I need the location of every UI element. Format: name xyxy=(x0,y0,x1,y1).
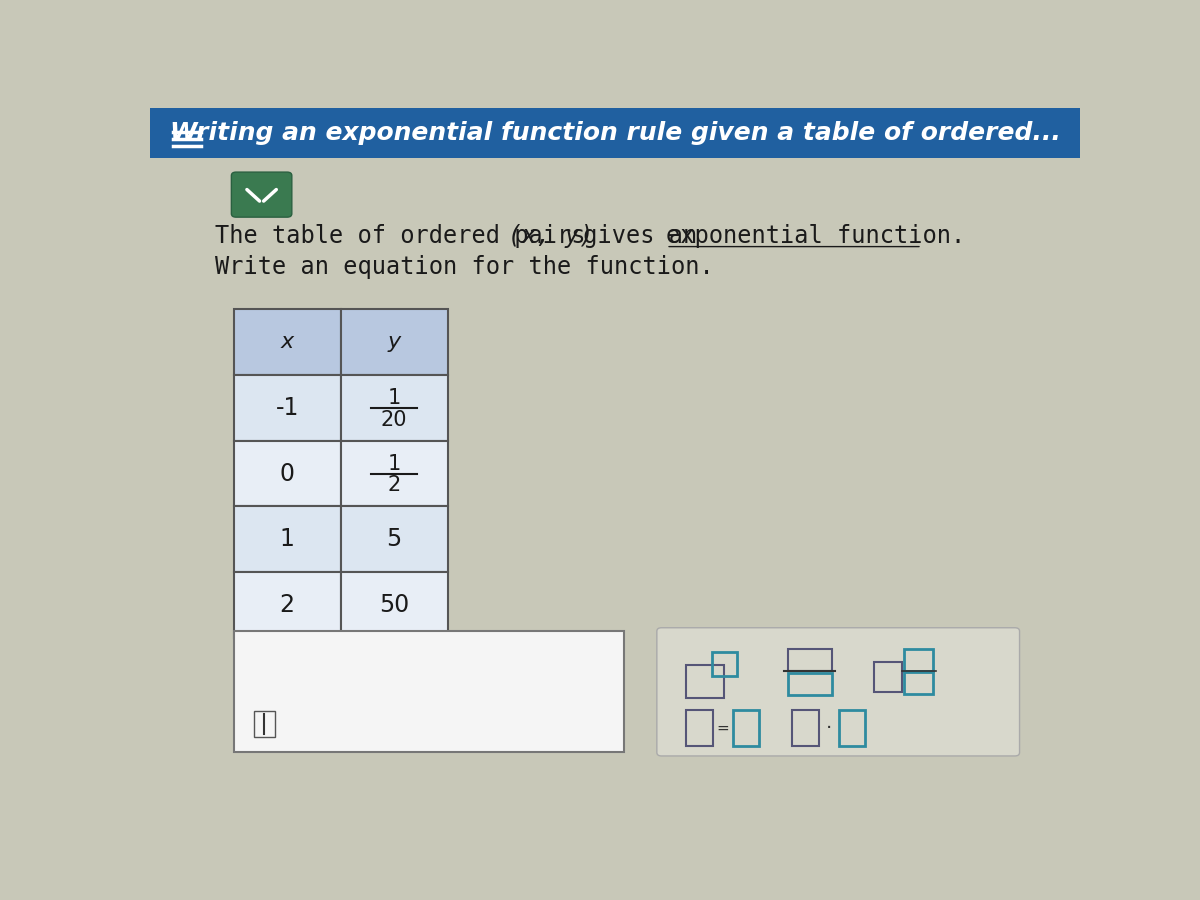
Text: 1: 1 xyxy=(388,454,401,473)
Text: y: y xyxy=(388,332,401,352)
FancyBboxPatch shape xyxy=(341,374,448,441)
FancyBboxPatch shape xyxy=(341,309,448,374)
Text: (x, y): (x, y) xyxy=(508,224,594,248)
FancyBboxPatch shape xyxy=(341,507,448,572)
FancyBboxPatch shape xyxy=(234,309,341,374)
Text: x: x xyxy=(281,332,294,352)
Text: ·: · xyxy=(826,719,833,738)
Text: gives an: gives an xyxy=(570,224,712,248)
Text: 5: 5 xyxy=(386,527,402,552)
FancyBboxPatch shape xyxy=(341,441,448,507)
Text: Write an equation for the function.: Write an equation for the function. xyxy=(215,256,714,279)
FancyBboxPatch shape xyxy=(234,507,341,572)
Text: 1: 1 xyxy=(280,527,295,552)
Text: exponential function.: exponential function. xyxy=(666,224,965,248)
FancyBboxPatch shape xyxy=(656,628,1020,756)
FancyBboxPatch shape xyxy=(234,572,341,638)
Text: -1: -1 xyxy=(276,396,299,419)
Text: =: = xyxy=(716,721,730,735)
Text: 0: 0 xyxy=(280,462,295,486)
FancyBboxPatch shape xyxy=(234,631,624,752)
FancyBboxPatch shape xyxy=(234,374,341,441)
Text: Writing an exponential function rule given a table of ordered...: Writing an exponential function rule giv… xyxy=(169,121,1061,145)
FancyBboxPatch shape xyxy=(341,572,448,638)
FancyBboxPatch shape xyxy=(234,441,341,507)
Text: The table of ordered pairs: The table of ordered pairs xyxy=(215,224,600,248)
Text: 50: 50 xyxy=(379,593,409,617)
Text: 2: 2 xyxy=(388,475,401,495)
Text: 2: 2 xyxy=(280,593,295,617)
FancyBboxPatch shape xyxy=(232,172,292,217)
FancyBboxPatch shape xyxy=(150,108,1080,158)
Text: 20: 20 xyxy=(380,410,407,429)
Text: 1: 1 xyxy=(388,388,401,408)
